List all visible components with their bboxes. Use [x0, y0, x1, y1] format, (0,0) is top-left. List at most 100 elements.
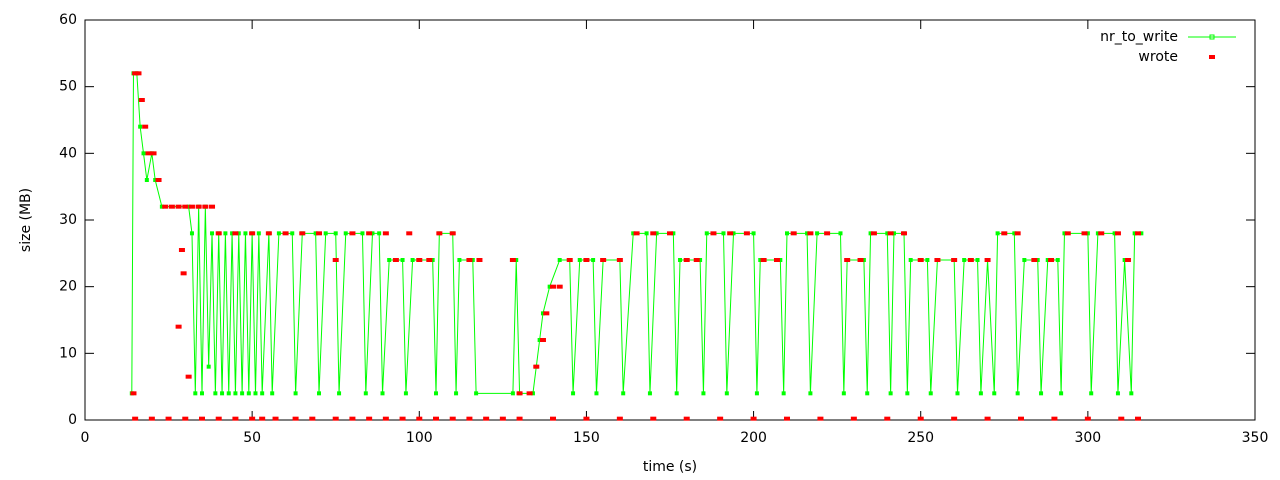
point-marker — [416, 258, 423, 262]
point-marker — [1039, 391, 1044, 396]
point-marker — [683, 416, 690, 421]
point-marker — [175, 204, 182, 209]
point-marker — [516, 391, 523, 396]
point-marker — [209, 204, 216, 209]
point-marker — [202, 204, 209, 209]
point-marker — [333, 231, 338, 236]
point-marker — [693, 258, 700, 262]
point-marker — [717, 416, 724, 421]
point-marker — [844, 258, 851, 262]
point-marker — [1018, 416, 1024, 421]
point-marker — [162, 204, 169, 209]
point-marker — [868, 231, 873, 236]
point-marker — [917, 416, 924, 421]
point-marker — [678, 258, 683, 262]
point-marker — [760, 258, 767, 262]
point-marker — [509, 258, 516, 262]
legend-swatch — [1209, 55, 1215, 59]
y-tick-label: 40 — [59, 145, 77, 161]
x-tick-label: 350 — [1242, 430, 1269, 446]
y-tick-label: 50 — [59, 79, 77, 95]
point-marker — [1035, 258, 1040, 262]
point-marker — [978, 391, 983, 396]
point-marker — [773, 258, 780, 262]
point-marker — [633, 231, 640, 236]
point-marker — [539, 338, 546, 342]
point-marker — [349, 231, 356, 236]
point-marker — [537, 338, 542, 342]
point-marker — [142, 124, 149, 129]
point-marker — [917, 258, 924, 262]
point-marker — [360, 231, 365, 236]
point-marker — [366, 416, 373, 421]
point-marker — [583, 416, 590, 421]
point-marker — [1118, 416, 1125, 421]
point-marker — [246, 391, 251, 396]
point-marker — [1048, 258, 1055, 262]
point-marker — [962, 258, 967, 262]
point-marker — [727, 231, 734, 236]
point-marker — [1081, 231, 1088, 236]
point-marker — [674, 391, 679, 396]
point-marker — [934, 258, 941, 262]
point-marker — [323, 231, 328, 236]
point-marker — [951, 416, 958, 421]
point-marker — [817, 416, 824, 421]
point-marker — [249, 231, 256, 236]
point-marker — [138, 124, 143, 129]
point-marker — [885, 231, 890, 236]
point-marker — [499, 416, 506, 421]
point-marker — [433, 416, 439, 421]
plot-border — [84, 19, 1256, 421]
point-marker — [995, 231, 1000, 236]
x-tick-label: 300 — [1074, 430, 1101, 446]
point-marker — [557, 258, 562, 262]
point-marker — [778, 258, 783, 262]
point-marker — [466, 416, 473, 421]
point-marker — [400, 258, 405, 262]
point-marker — [1085, 231, 1090, 236]
point-marker — [292, 416, 299, 421]
point-marker — [550, 416, 556, 421]
point-marker — [366, 231, 373, 236]
point-marker — [591, 258, 596, 262]
x-tick-label: 250 — [907, 430, 934, 446]
legend-label: nr_to_write — [1100, 29, 1178, 45]
point-marker — [992, 391, 997, 396]
point-marker — [710, 231, 717, 236]
point-marker — [249, 416, 256, 421]
point-marker — [449, 416, 456, 421]
point-marker — [724, 391, 729, 396]
point-marker — [449, 231, 456, 236]
point-marker — [955, 391, 960, 396]
point-marker — [808, 391, 813, 396]
point-marker — [1064, 231, 1071, 236]
point-marker — [887, 231, 894, 236]
point-marker — [815, 231, 820, 236]
point-marker — [1098, 231, 1105, 236]
point-marker — [975, 258, 980, 262]
point-marker — [316, 231, 322, 236]
point-marker — [403, 391, 408, 396]
point-marker — [182, 416, 189, 421]
point-marker — [743, 231, 750, 236]
point-marker — [683, 258, 690, 262]
point-marker — [516, 416, 523, 421]
point-marker — [260, 391, 265, 396]
point-marker — [650, 231, 657, 236]
point-marker — [928, 391, 933, 396]
point-marker — [807, 231, 814, 236]
point-marker — [380, 391, 385, 396]
point-marker — [270, 391, 275, 396]
point-marker — [130, 391, 137, 396]
point-marker — [884, 416, 891, 421]
point-marker — [454, 391, 459, 396]
point-marker — [132, 416, 139, 421]
x-tick-label: 100 — [406, 430, 433, 446]
point-marker — [526, 391, 533, 396]
point-marker — [150, 151, 157, 156]
point-marker — [436, 231, 443, 236]
point-marker — [644, 231, 649, 236]
point-marker — [861, 258, 866, 262]
point-marker — [332, 258, 339, 262]
